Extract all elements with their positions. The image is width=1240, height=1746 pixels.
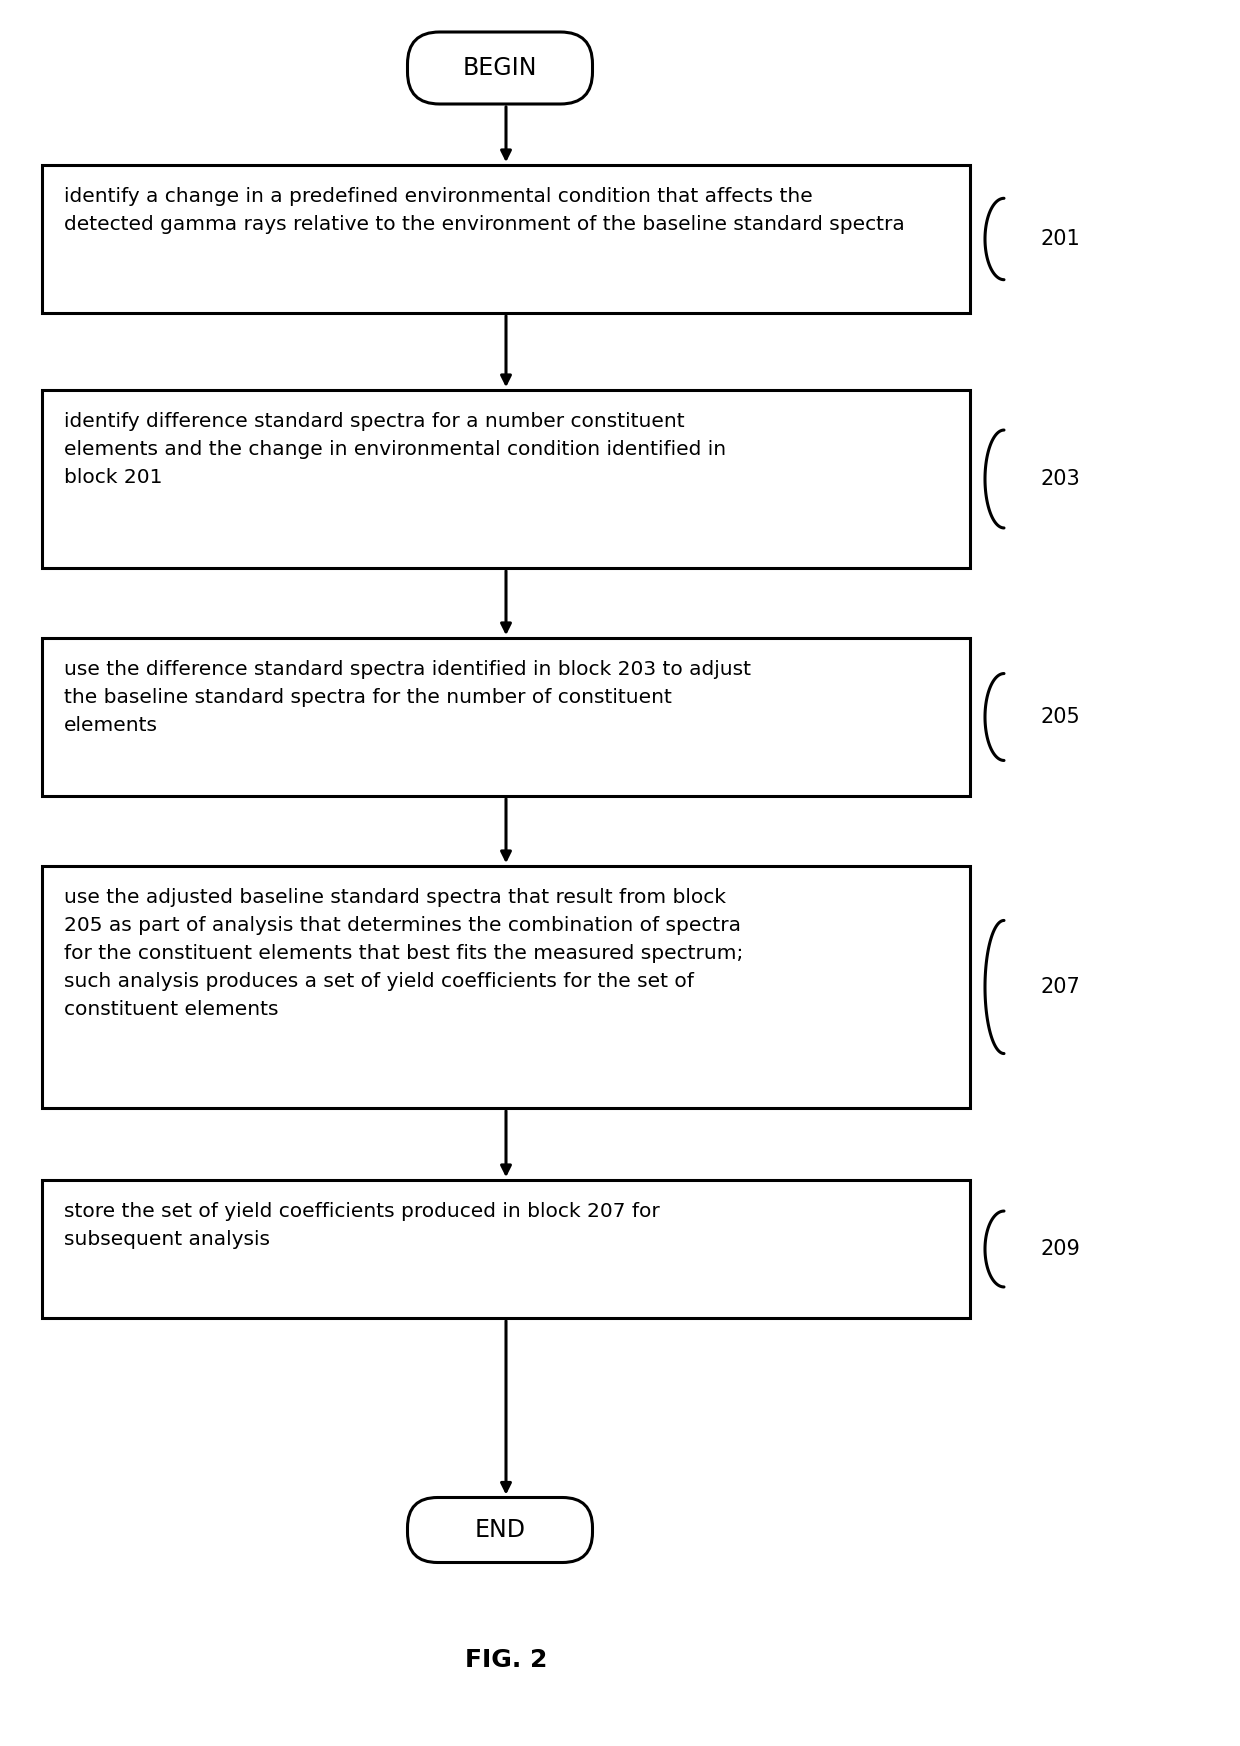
Text: use the adjusted baseline standard spectra that result from block
205 as part of: use the adjusted baseline standard spect… bbox=[64, 889, 743, 1020]
Text: identify difference standard spectra for a number constituent
elements and the c: identify difference standard spectra for… bbox=[64, 412, 727, 487]
Text: identify a change in a predefined environmental condition that affects the
detec: identify a change in a predefined enviro… bbox=[64, 187, 905, 234]
FancyBboxPatch shape bbox=[42, 1180, 970, 1318]
Text: END: END bbox=[475, 1517, 526, 1542]
FancyBboxPatch shape bbox=[42, 866, 970, 1109]
Text: 205: 205 bbox=[1040, 707, 1080, 726]
FancyBboxPatch shape bbox=[42, 166, 970, 313]
FancyBboxPatch shape bbox=[408, 1498, 593, 1563]
FancyBboxPatch shape bbox=[42, 637, 970, 796]
FancyBboxPatch shape bbox=[408, 31, 593, 105]
Text: FIG. 2: FIG. 2 bbox=[465, 1648, 547, 1673]
Text: 207: 207 bbox=[1040, 978, 1080, 997]
Text: BEGIN: BEGIN bbox=[463, 56, 537, 80]
Text: 203: 203 bbox=[1040, 470, 1080, 489]
Text: store the set of yield coefficients produced in block 207 for
subsequent analysi: store the set of yield coefficients prod… bbox=[64, 1201, 660, 1248]
FancyBboxPatch shape bbox=[42, 389, 970, 567]
Text: use the difference standard spectra identified in block 203 to adjust
the baseli: use the difference standard spectra iden… bbox=[64, 660, 751, 735]
Text: 209: 209 bbox=[1040, 1240, 1080, 1259]
Text: 201: 201 bbox=[1040, 229, 1080, 250]
